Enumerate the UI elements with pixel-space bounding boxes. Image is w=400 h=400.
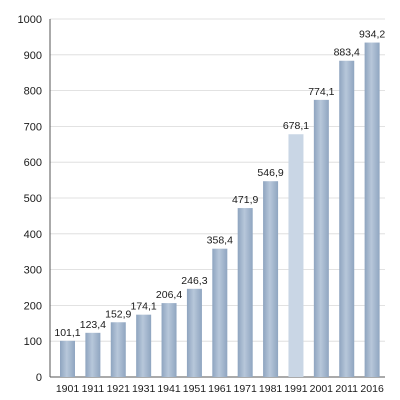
data-label: 206,4 — [156, 289, 182, 301]
bar — [339, 60, 355, 378]
x-tick-label: 2016 — [360, 383, 384, 395]
x-tick-label: 1951 — [183, 383, 207, 395]
data-label: 101,1 — [54, 327, 80, 339]
x-tick-label: 2001 — [310, 383, 334, 395]
x-axis-ticks: 1901 1911 1921 1931 1941 1951 1961 1971 1981 1991… — [56, 383, 384, 395]
y-axis-ticks: 0 100 200 300 400 500 600 700 800 900 1000 — [18, 14, 42, 384]
y-tick-label: 800 — [24, 86, 42, 98]
y-tick-label: 0 — [36, 372, 42, 384]
bar — [288, 134, 304, 377]
y-tick-label: 200 — [24, 300, 42, 312]
bar — [313, 99, 329, 378]
y-tick-label: 300 — [24, 265, 42, 277]
data-label: 152,9 — [105, 308, 131, 320]
x-tick-label: 1901 — [56, 383, 80, 395]
y-tick-label: 900 — [24, 50, 42, 62]
data-label: 546,9 — [257, 167, 283, 179]
bar — [60, 340, 75, 377]
x-tick-label: 1981 — [259, 383, 283, 395]
data-label: 123,4 — [80, 319, 106, 331]
bar — [364, 42, 380, 378]
bar — [110, 322, 126, 377]
x-tick-label: 1991 — [284, 383, 308, 395]
x-tick-label: 1931 — [132, 383, 156, 395]
x-tick-label: 1911 — [82, 383, 105, 395]
data-label: 471,9 — [232, 194, 258, 206]
data-label: 934,2 — [359, 29, 385, 41]
data-label: 358,4 — [207, 235, 233, 247]
y-tick-label: 1000 — [18, 14, 42, 26]
bar — [85, 332, 101, 377]
data-label: 174,1 — [131, 301, 157, 313]
data-label: 774,1 — [308, 86, 334, 98]
data-label: 678,1 — [283, 120, 309, 132]
data-label: 246,3 — [181, 275, 207, 287]
bar — [263, 181, 279, 377]
y-tick-label: 700 — [24, 121, 42, 133]
x-tick-label: 1921 — [107, 383, 131, 395]
bar — [212, 248, 228, 377]
x-tick-label: 1971 — [234, 383, 258, 395]
bar — [186, 288, 202, 377]
y-tick-label: 100 — [24, 336, 42, 348]
y-tick-label: 400 — [24, 229, 42, 241]
data-label: 883,4 — [334, 47, 360, 59]
bars — [60, 42, 380, 378]
bar — [161, 303, 177, 377]
x-tick-label: 1941 — [157, 383, 181, 395]
x-tick-label: 1961 — [208, 383, 232, 395]
y-tick-label: 500 — [24, 193, 42, 205]
x-tick-label: 2011 — [335, 383, 358, 395]
bar — [136, 314, 152, 377]
gridlines — [50, 18, 385, 342]
bar — [237, 208, 253, 377]
y-tick-label: 600 — [24, 157, 42, 169]
